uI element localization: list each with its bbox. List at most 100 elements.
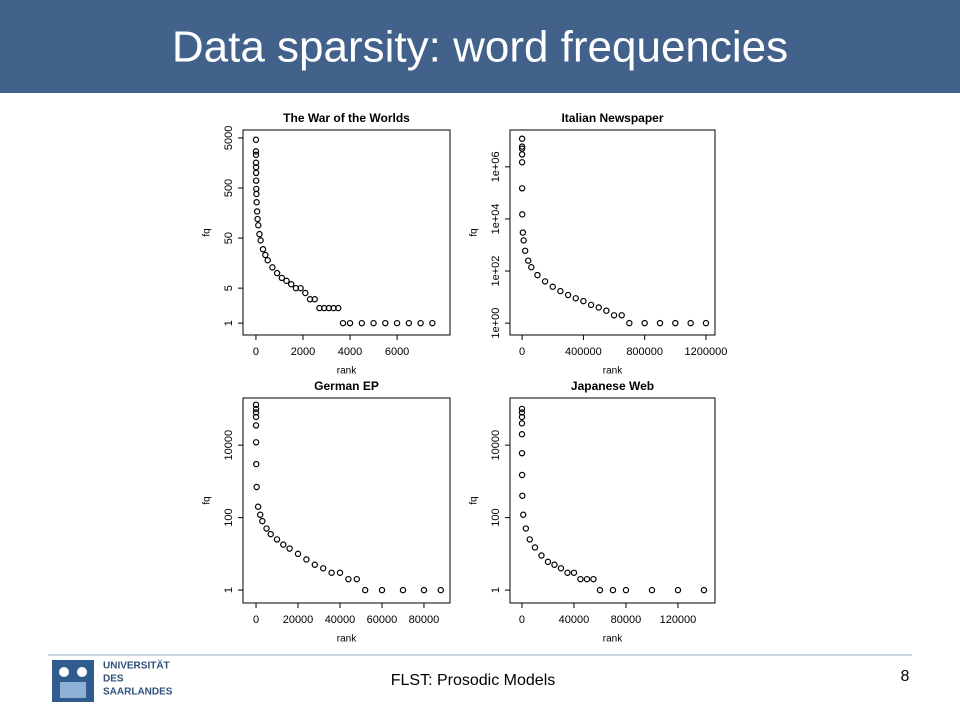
chart-title: Italian Newspaper bbox=[561, 111, 663, 125]
point bbox=[252, 409, 260, 416]
chart-title: The War of the Worlds bbox=[283, 111, 410, 125]
point bbox=[534, 271, 541, 279]
point bbox=[361, 586, 369, 594]
point bbox=[294, 550, 302, 558]
x-tick-label: 120000 bbox=[660, 614, 697, 626]
point bbox=[257, 511, 264, 518]
y-tick-label: 1e+02 bbox=[490, 256, 502, 287]
point bbox=[263, 525, 270, 532]
point bbox=[328, 569, 335, 576]
point bbox=[254, 503, 262, 510]
point bbox=[417, 319, 424, 327]
point bbox=[656, 319, 664, 327]
point bbox=[262, 251, 269, 259]
logo-body bbox=[60, 682, 86, 698]
point bbox=[518, 431, 526, 438]
point bbox=[253, 483, 260, 491]
point bbox=[580, 297, 587, 305]
point bbox=[370, 319, 377, 327]
point bbox=[278, 274, 286, 282]
point bbox=[526, 536, 533, 543]
point bbox=[252, 177, 260, 184]
plot-frame bbox=[242, 129, 451, 336]
x-tick-label: 80000 bbox=[611, 614, 642, 626]
point bbox=[256, 230, 263, 238]
point bbox=[518, 151, 526, 158]
y-axis-label: fq bbox=[469, 228, 480, 236]
point bbox=[336, 569, 344, 576]
y-tick-label: 1 bbox=[490, 587, 502, 593]
x-axis-label: rank bbox=[603, 634, 623, 645]
point bbox=[570, 569, 578, 576]
point bbox=[252, 136, 260, 143]
point bbox=[253, 199, 260, 206]
chart-title: Japanese Web bbox=[571, 379, 654, 393]
plot-frame bbox=[509, 397, 716, 604]
x-tick-label: 2000 bbox=[291, 346, 315, 358]
point bbox=[420, 586, 428, 594]
y-axis-label: fq bbox=[202, 496, 213, 504]
point bbox=[522, 525, 530, 532]
y-tick-label: 500 bbox=[223, 179, 235, 197]
point bbox=[519, 229, 527, 236]
point bbox=[280, 541, 287, 548]
y-tick-label: 1e+06 bbox=[490, 151, 502, 182]
x-tick-label: 0 bbox=[519, 614, 525, 626]
header-band bbox=[0, 0, 960, 93]
point bbox=[525, 257, 532, 264]
point bbox=[393, 319, 401, 327]
x-tick-label: 0 bbox=[253, 346, 259, 358]
y-axis-label: fq bbox=[469, 496, 480, 504]
x-tick-label: 40000 bbox=[325, 614, 356, 626]
point bbox=[253, 460, 260, 468]
x-axis-label: rank bbox=[337, 366, 357, 377]
point bbox=[572, 295, 579, 302]
point bbox=[518, 159, 526, 166]
y-tick-label: 5 bbox=[223, 285, 235, 291]
point bbox=[641, 319, 648, 327]
point bbox=[587, 301, 595, 309]
point bbox=[252, 401, 260, 408]
point bbox=[273, 536, 281, 543]
point bbox=[254, 215, 261, 223]
point bbox=[259, 517, 266, 525]
point bbox=[590, 575, 597, 583]
point bbox=[518, 471, 526, 479]
point bbox=[353, 575, 360, 583]
point bbox=[518, 143, 526, 150]
point bbox=[674, 586, 682, 594]
point bbox=[622, 586, 630, 594]
y-tick-label: 10000 bbox=[490, 430, 502, 461]
point bbox=[253, 190, 260, 198]
y-tick-label: 100 bbox=[490, 508, 502, 526]
point bbox=[311, 296, 318, 303]
point bbox=[531, 544, 539, 551]
y-tick-label: 5000 bbox=[223, 126, 235, 150]
x-tick-label: 60000 bbox=[367, 614, 398, 626]
chart-title: German EP bbox=[314, 379, 379, 393]
slide-title: Data sparsity: word frequencies bbox=[172, 23, 788, 72]
y-tick-label: 1 bbox=[223, 320, 235, 326]
point bbox=[583, 575, 591, 583]
point bbox=[618, 312, 625, 319]
point bbox=[252, 422, 260, 429]
point bbox=[399, 586, 407, 594]
point bbox=[538, 552, 545, 559]
point bbox=[551, 561, 558, 568]
x-tick-label: 0 bbox=[519, 346, 525, 358]
point bbox=[577, 575, 584, 583]
y-tick-label: 1e+04 bbox=[490, 203, 502, 234]
point bbox=[541, 278, 549, 285]
point bbox=[519, 492, 526, 499]
x-tick-label: 400000 bbox=[565, 346, 602, 358]
point bbox=[273, 269, 281, 277]
point bbox=[346, 319, 354, 327]
plot-frame bbox=[242, 397, 451, 604]
point bbox=[437, 586, 444, 594]
point bbox=[252, 151, 260, 159]
x-axis-label: rank bbox=[337, 634, 357, 645]
point bbox=[302, 289, 309, 297]
point bbox=[557, 287, 564, 295]
logo-text: DES bbox=[103, 674, 124, 685]
